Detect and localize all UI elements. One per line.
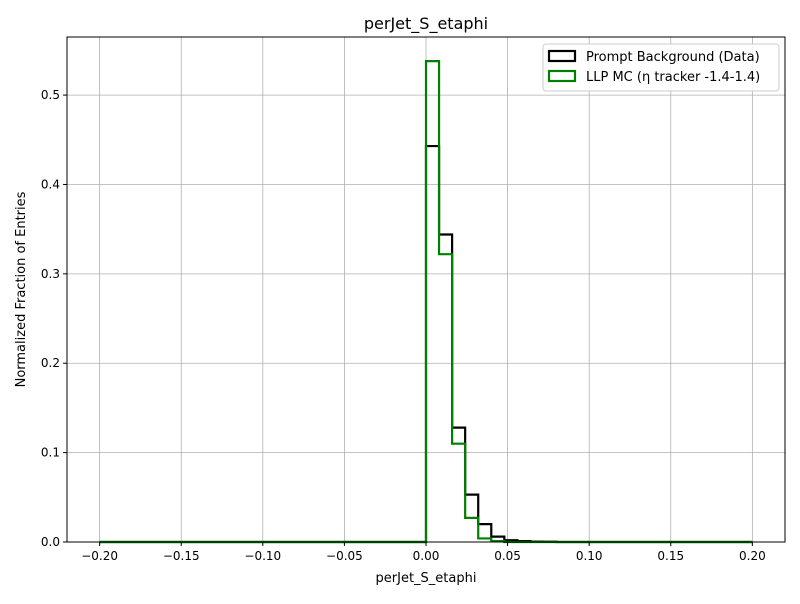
x-axis-ticks: −0.20 −0.15 −0.10 −0.05 0.00 0.05 0.10 0.15 0.20: [81, 542, 766, 563]
x-tick-label: −0.05: [326, 549, 363, 563]
y-axis-ticks: 0.0 0.1 0.2 0.3 0.4 0.5: [41, 88, 67, 549]
y-tick-label: 0.2: [41, 356, 60, 370]
y-tick-label: 0.0: [41, 535, 60, 549]
y-axis-label: Normalized Fraction of Entries: [14, 191, 29, 387]
y-tick-label: 0.1: [41, 446, 60, 460]
legend-label: LLP MC (η tracker -1.4-1.4): [586, 70, 760, 85]
x-tick-label: 0.00: [413, 549, 440, 563]
x-tick-label: −0.20: [81, 549, 118, 563]
x-tick-label: 0.15: [657, 549, 684, 563]
legend-box: [542, 43, 780, 92]
chart-title: perJet_S_etaphi: [364, 14, 488, 34]
y-tick-label: 0.3: [41, 267, 60, 281]
x-tick-label: 0.05: [494, 549, 521, 563]
legend-label: Prompt Background (Data): [586, 50, 760, 65]
x-tick-label: 0.20: [739, 549, 766, 563]
y-tick-label: 0.5: [41, 88, 60, 102]
legend: Prompt Background (Data) LLP MC (η tracke…: [542, 43, 780, 92]
legend-swatch: [547, 49, 577, 63]
x-tick-label: −0.10: [244, 549, 281, 563]
x-tick-label: 0.10: [576, 549, 603, 563]
x-axis-label: perJet_S_etaphi: [376, 571, 477, 586]
y-tick-label: 0.4: [41, 177, 60, 191]
x-tick-label: −0.15: [163, 549, 200, 563]
legend-swatch: [547, 69, 577, 83]
